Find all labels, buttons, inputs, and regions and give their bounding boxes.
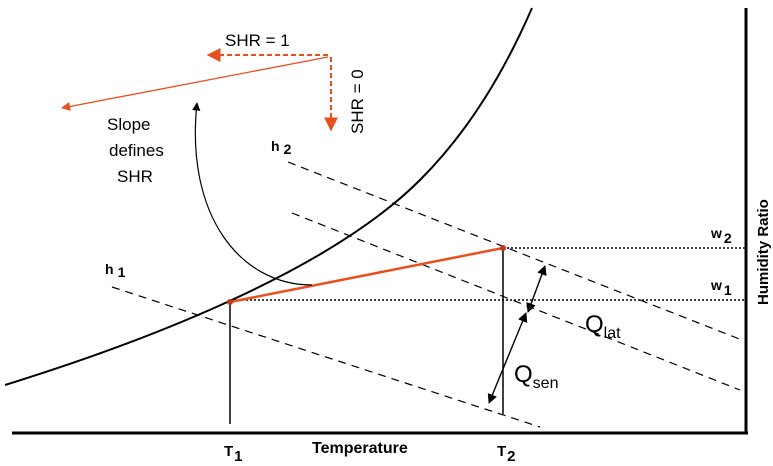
state-point-2 — [500, 245, 506, 251]
enthalpy-line-h2 — [287, 161, 743, 341]
q-sen-arrow — [487, 312, 528, 404]
process-line — [229, 246, 504, 304]
w2-sub: 2 — [724, 230, 732, 246]
shr-0-label: SHR = 0 — [348, 69, 367, 134]
h1-main: h — [105, 261, 114, 277]
q-lat-label: Qlat — [585, 311, 621, 342]
h2-sub: 2 — [284, 141, 292, 157]
q-sen-sub: sen — [533, 375, 559, 392]
q-lat-main: Q — [585, 311, 604, 338]
slope-label-line1: Slope — [107, 115, 150, 134]
q-lat-sub: lat — [604, 325, 621, 342]
q-sen-label: Qsen — [514, 361, 558, 392]
x-axis-label: Temperature — [312, 440, 408, 457]
h1-sub: 1 — [118, 264, 126, 280]
t1-sub: 1 — [234, 448, 242, 465]
y-axis-label: Humidity Ratio — [755, 199, 772, 305]
w2-main: w — [710, 225, 722, 241]
slope-curved-arrow — [192, 102, 313, 286]
shr-1-label: SHR = 1 — [225, 31, 290, 50]
w1-sub: 1 — [724, 282, 732, 298]
t2-main: T — [497, 443, 506, 460]
t2-label: T2 — [497, 443, 516, 465]
t1-main: T — [224, 443, 233, 460]
t2-sub: 2 — [507, 448, 515, 465]
w1-main: w — [710, 277, 722, 293]
h2-main: h — [271, 138, 280, 154]
slope-arrow — [61, 56, 329, 111]
slope-label-line3: SHR — [117, 167, 153, 186]
slope-label-line2: defines — [109, 141, 164, 160]
state-point-1 — [227, 299, 233, 305]
enthalpy-line-h1 — [111, 286, 541, 428]
q-sen-main: Q — [514, 361, 533, 388]
t1-label: T1 — [224, 443, 243, 465]
saturation-curve — [4, 7, 533, 386]
parallel-line-middle — [291, 212, 741, 391]
q-lat-arrow — [526, 265, 547, 313]
